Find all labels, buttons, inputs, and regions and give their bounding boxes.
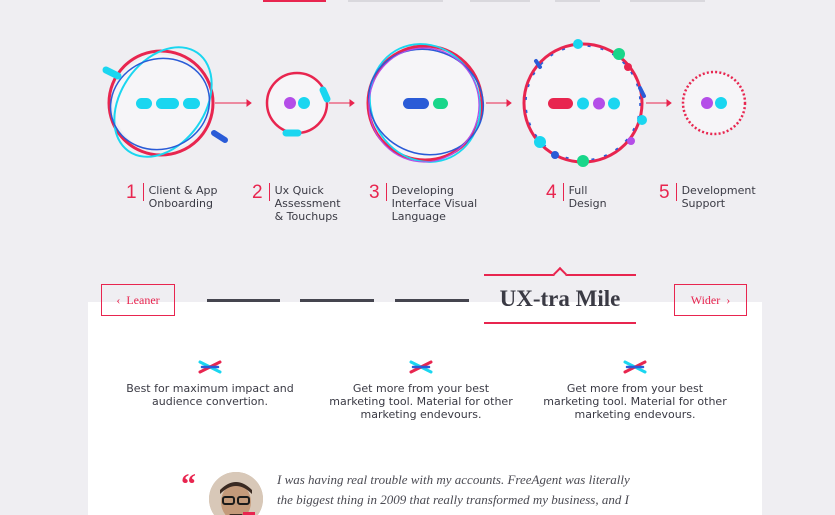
wider-button[interactable]: Wider › <box>674 284 747 316</box>
step-1-circle <box>102 46 228 158</box>
cross-logo-icon <box>623 360 647 374</box>
quote-mark-icon: “ <box>181 468 196 501</box>
feature-item: Get more from your best marketing tool. M… <box>540 360 730 421</box>
pricing-card <box>88 302 762 515</box>
feature-text: Best for maximum impact and audience conv… <box>126 382 294 408</box>
tab-indicator-active[interactable] <box>263 0 326 2</box>
step-number: 3 <box>369 183 387 203</box>
tab-indicator[interactable] <box>348 0 443 2</box>
tier-indicator[interactable] <box>207 299 280 302</box>
process-diagram <box>0 30 835 180</box>
notch-caret <box>552 266 568 282</box>
feature-text: Get more from your best marketing tool. M… <box>543 382 727 421</box>
step-number: 5 <box>659 183 677 203</box>
tab-indicator[interactable] <box>555 0 600 2</box>
active-tier-title: UX-tra Mile <box>484 266 636 324</box>
step-label: Developing Interface Visual Language <box>391 184 478 223</box>
step-4: 4 Full Design <box>546 183 607 211</box>
step-2: 2 Ux Quick Assessment & Touchups <box>252 183 341 224</box>
leaner-button[interactable]: ‹ Leaner <box>101 284 175 316</box>
feature-item: Best for maximum impact and audience conv… <box>115 360 305 408</box>
step-number: 2 <box>252 183 270 203</box>
step-5: 5 Development Support <box>659 183 756 211</box>
step-5-circle <box>681 70 747 136</box>
top-tab-strip <box>0 0 835 4</box>
step-3-circle <box>366 43 485 163</box>
chevron-left-icon: ‹ <box>116 292 121 307</box>
cross-logo-icon <box>409 360 433 374</box>
process-connectors <box>215 99 672 107</box>
tier-indicator[interactable] <box>395 299 469 302</box>
chevron-right-icon: › <box>726 292 731 307</box>
step-3: 3 Developing Interface Visual Language <box>369 183 478 224</box>
step-1: 1 Client & App Onboarding <box>126 183 218 211</box>
tier-indicator[interactable] <box>300 299 374 302</box>
step-number: 1 <box>126 183 144 203</box>
tab-indicator[interactable] <box>630 0 705 2</box>
step-label: Full Design <box>568 184 607 210</box>
step-number: 4 <box>546 183 564 203</box>
tab-indicator[interactable] <box>470 0 530 2</box>
feature-item: Get more from your best marketing tool. M… <box>326 360 516 421</box>
step-label: Ux Quick Assessment & Touchups <box>274 184 341 223</box>
step-label: Client & App Onboarding <box>148 184 218 210</box>
step-4-circle <box>522 39 647 167</box>
testimonial-quote: I was having real trouble with my accoun… <box>277 472 630 507</box>
step-2-circle <box>265 71 331 137</box>
avatar <box>209 472 263 515</box>
step-label: Development Support <box>681 184 756 210</box>
feature-text: Get more from your best marketing tool. M… <box>329 382 513 421</box>
cross-logo-icon <box>198 360 222 374</box>
